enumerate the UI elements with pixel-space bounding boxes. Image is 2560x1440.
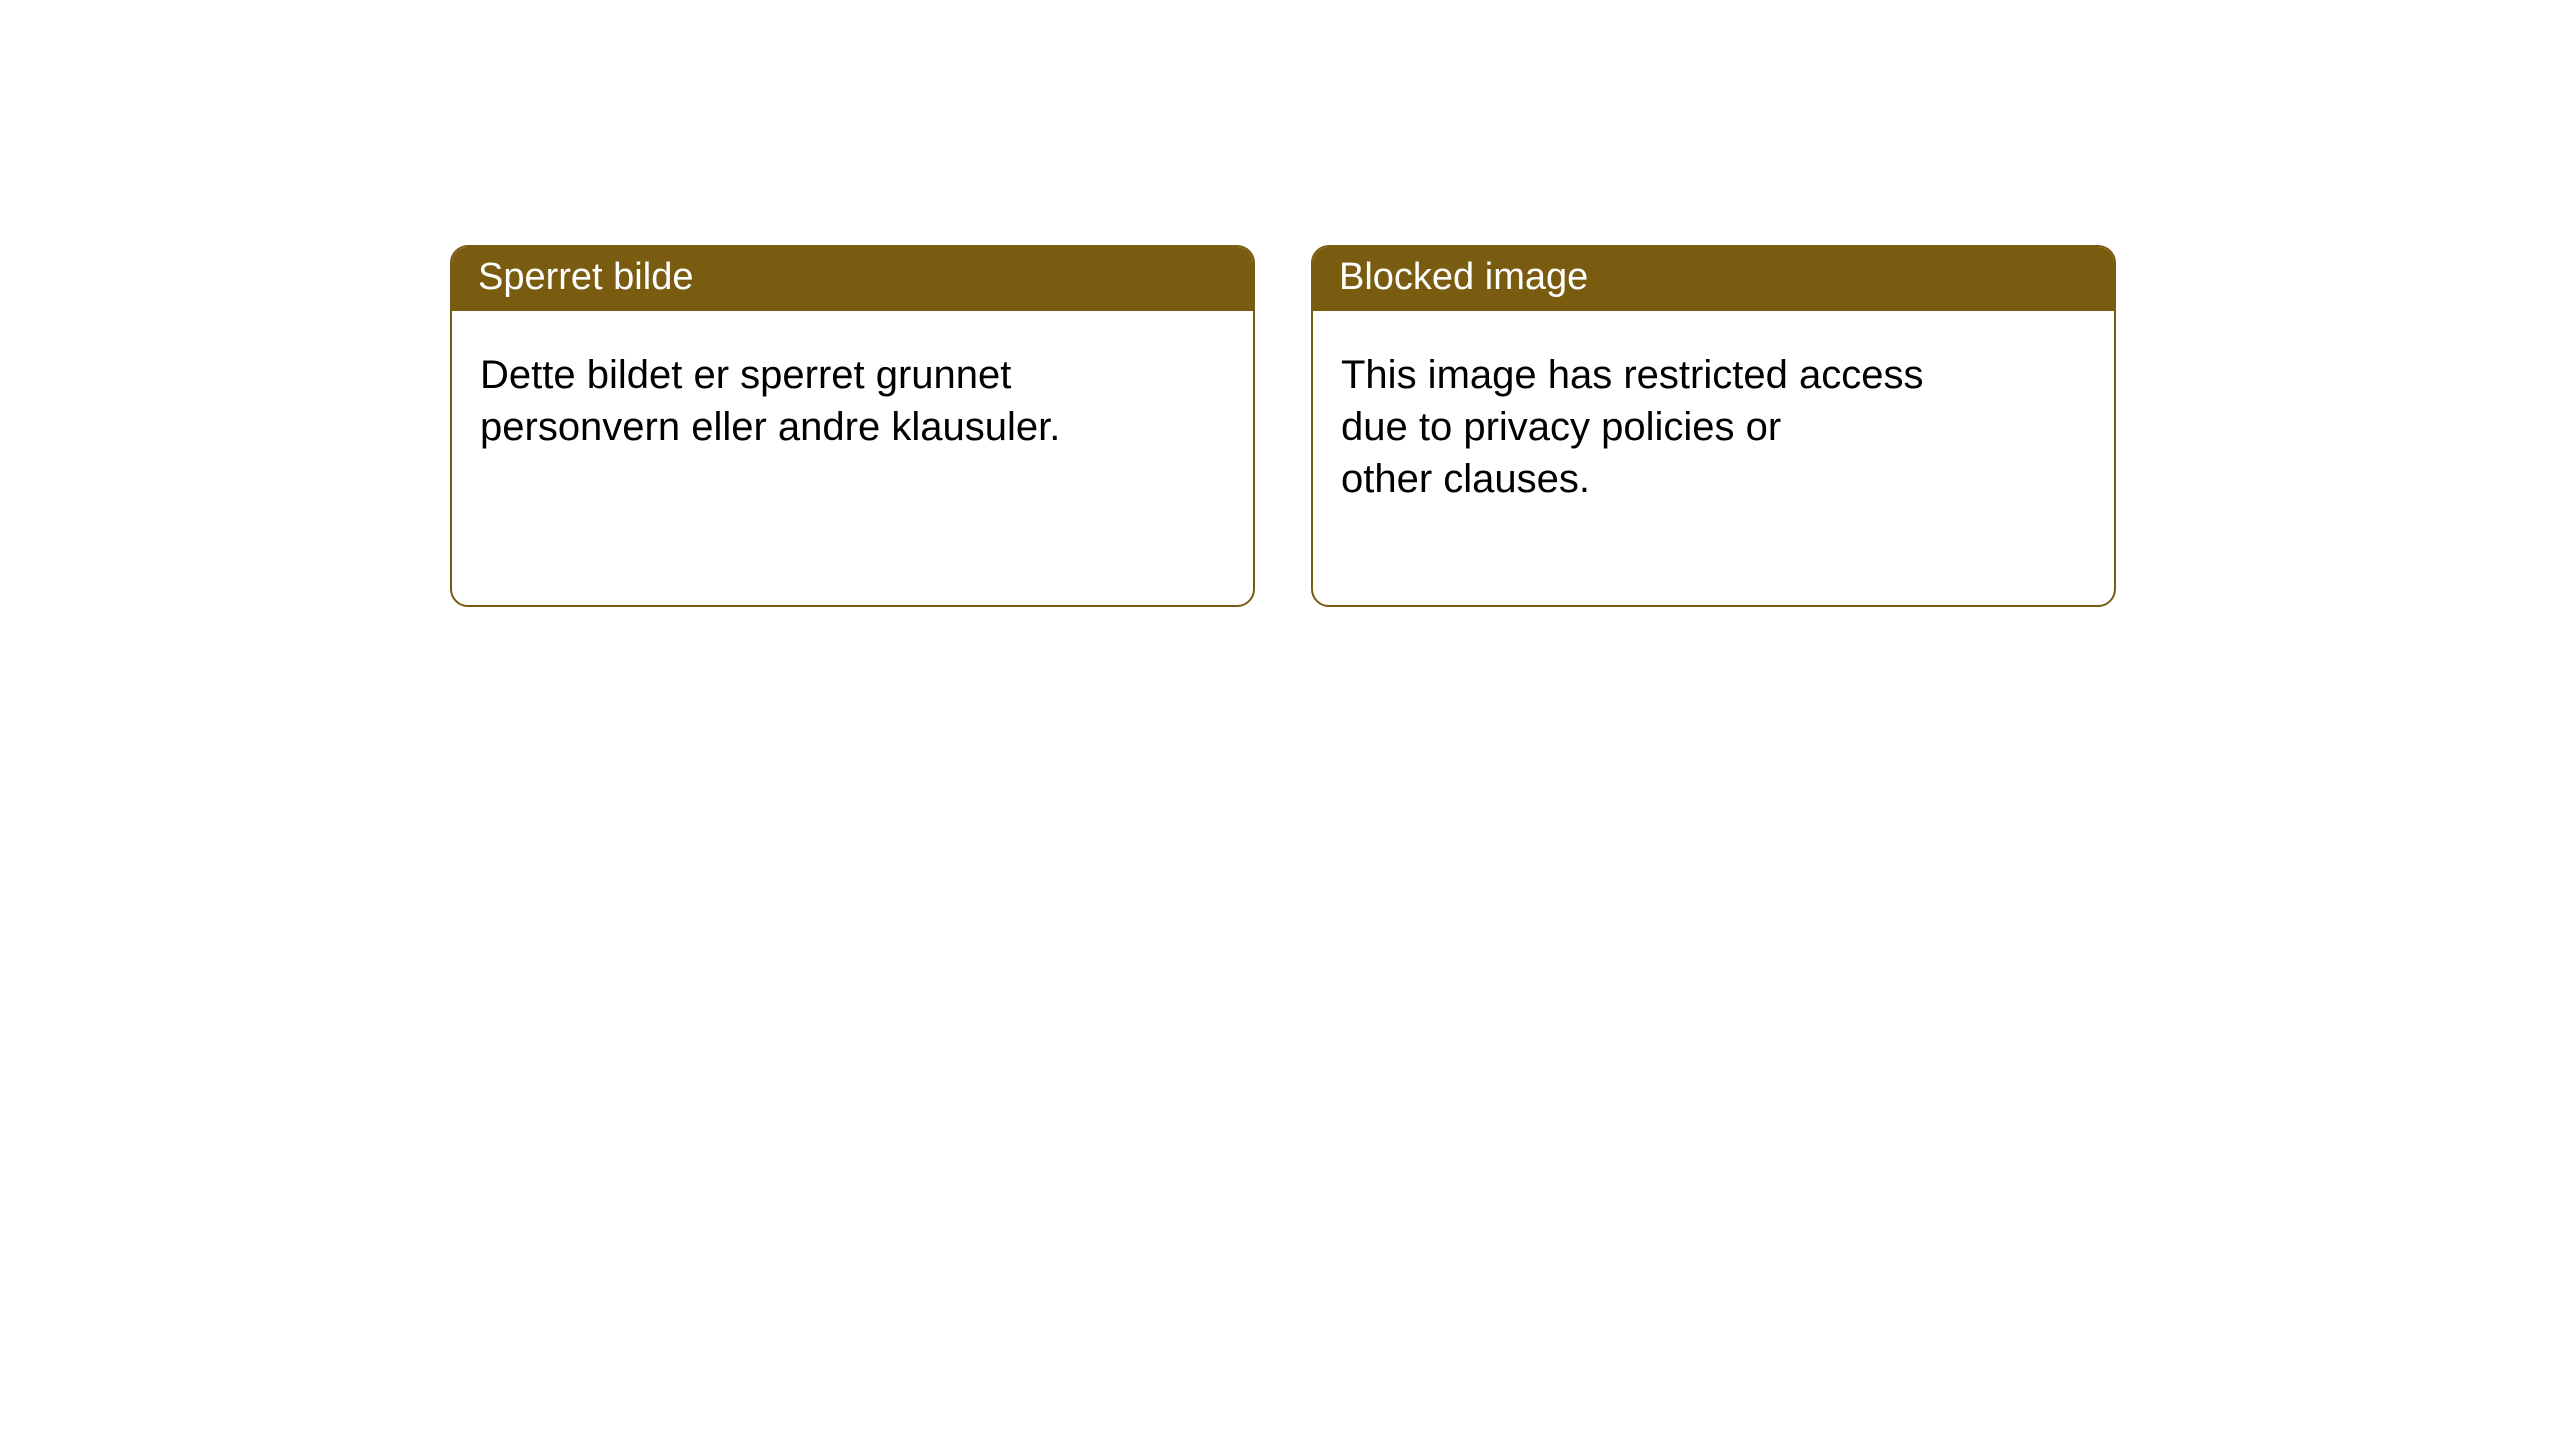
- card-body-en: This image has restricted access due to …: [1313, 311, 2114, 605]
- card-header-no: Sperret bilde: [452, 247, 1253, 311]
- blocked-image-card-en: Blocked image This image has restricted …: [1311, 245, 2116, 607]
- card-body-no: Dette bildet er sperret grunnet personve…: [452, 311, 1253, 553]
- card-header-en: Blocked image: [1313, 247, 2114, 311]
- blocked-image-card-no: Sperret bilde Dette bildet er sperret gr…: [450, 245, 1255, 607]
- notice-container: Sperret bilde Dette bildet er sperret gr…: [0, 0, 2560, 607]
